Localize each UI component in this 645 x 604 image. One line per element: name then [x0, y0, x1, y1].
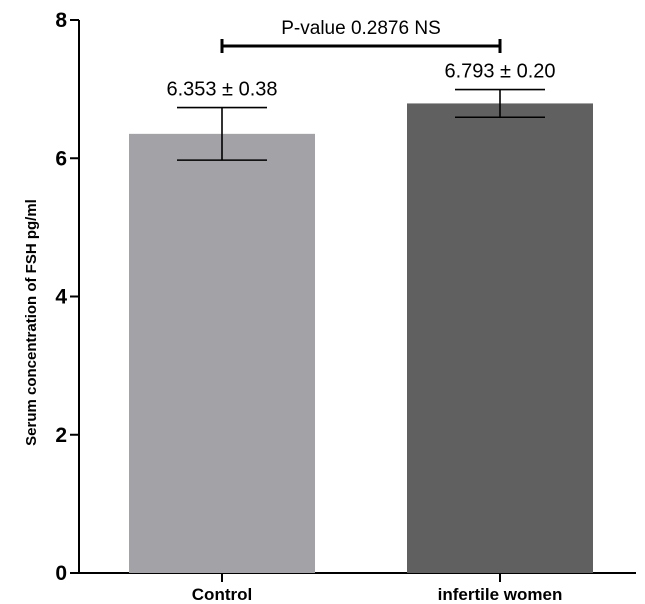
x-ticks: Control infertile women — [192, 573, 563, 604]
significance-bracket: P-value 0.2876 NS — [220, 18, 502, 53]
y-tick-label: 2 — [55, 424, 67, 447]
significance-label: P-value 0.2876 NS — [281, 18, 441, 39]
bar — [407, 103, 593, 574]
y-tick-label: 8 — [55, 9, 67, 32]
y-axis-label: Serum concentration of FSH pg/ml — [23, 199, 40, 446]
bar-value-label: 6.353 ± 0.38 — [166, 79, 277, 101]
data-labels: 6.353 ± 0.38 6.793 ± 0.20 — [166, 61, 555, 101]
y-ticks: 0 2 4 6 8 — [55, 9, 79, 585]
x-category-label: Control — [192, 585, 252, 604]
error-bars — [177, 88, 545, 161]
bars — [129, 103, 593, 574]
y-tick-label: 6 — [55, 147, 67, 170]
bar-value-label: 6.793 ± 0.20 — [444, 61, 555, 83]
y-tick-label: 0 — [55, 562, 67, 585]
y-tick-label: 4 — [55, 286, 67, 309]
x-category-label: infertile women — [438, 585, 563, 604]
bar — [129, 133, 315, 573]
